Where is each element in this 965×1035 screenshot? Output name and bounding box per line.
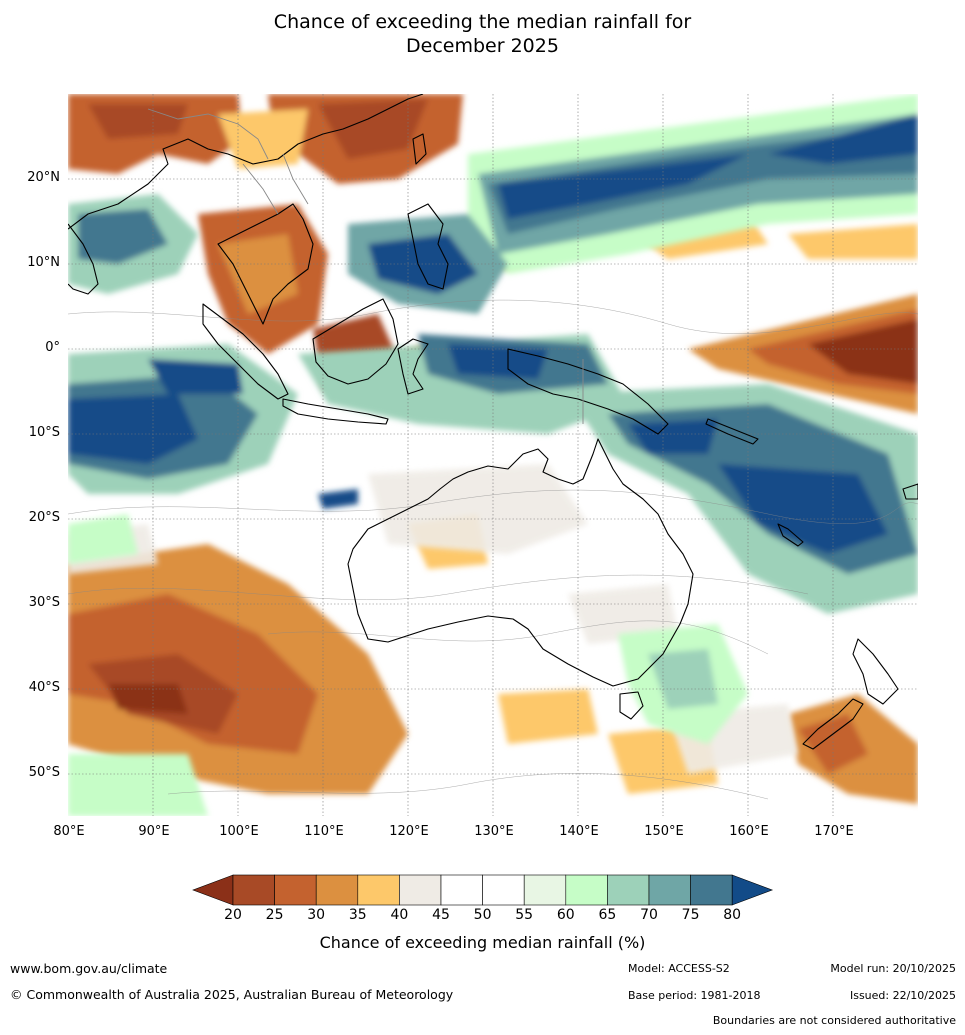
footer-model-run: Model run: 20/10/2025 [830,962,956,975]
legend-tick-75: 75 [681,907,700,923]
coast-asia-mainland [68,94,424,230]
coast-indochina [217,203,314,325]
legend-tick-55: 55 [515,907,534,923]
colorbar-bin-65 [607,874,650,906]
footer-base-period: Base period: 1981-2018 [628,989,761,1002]
legend-tick-20: 20 [224,907,242,923]
coast-solomons [705,418,759,445]
graticule [68,94,918,816]
lat-label-10s: 10°S [28,425,60,440]
footer-disclaimer: Boundaries are not considered authoritat… [712,1014,956,1027]
legend-title: Chance of exceeding median rainfall (%) [319,933,646,952]
colorbar-bin-50 [482,874,525,906]
coast-taiwan [412,133,427,165]
lon-label-130e: 130°E [474,824,514,839]
wet-regions [68,94,918,816]
legend-tick-65: 65 [598,907,617,923]
footer-issued: Issued: 22/10/2025 [849,989,956,1002]
colorbar-bin-70 [648,874,691,906]
lon-label-160e: 160°E [729,824,769,839]
lat-label-10n: 10°N [27,255,60,270]
coast-new-guinea [507,348,669,435]
colorbar-bin-60 [565,874,608,906]
legend-tick-45: 45 [432,907,450,923]
lat-label-50s: 50°S [28,765,60,780]
legend-tick-50: 50 [473,907,492,923]
coast-australia [347,438,694,687]
coast-india [68,223,99,295]
colorbar-bin-45 [440,874,483,906]
lon-label-140e: 140°E [559,824,599,839]
lat-label-30s: 30°S [28,595,60,610]
coast-tasmania [619,691,644,720]
lon-label-120e: 120°E [389,824,429,839]
title-line-2: December 2025 [406,35,559,57]
colorbar-bin-35 [357,874,400,906]
lon-label-100e: 100°E [219,824,259,839]
footer-website: www.bom.gov.au/climate [10,961,168,976]
colorbar-arrow-low [192,874,234,906]
country-borders [147,108,584,424]
coastlines [68,94,918,750]
coast-borneo [312,298,399,385]
coast-sulawesi [397,338,429,395]
legend-tick-25: 25 [265,907,284,923]
colorbar-bin-75 [690,874,733,906]
footer-copyright: © Commonwealth of Australia 2025, Austra… [10,987,454,1002]
lat-label-0: 0° [45,340,60,355]
coast-philippines [407,203,449,290]
colorbar-bin-30 [315,874,359,906]
contour-lines [68,299,918,800]
legend-tick-70: 70 [640,907,658,923]
colorbar-swatches [192,874,774,906]
legend-tick-35: 35 [348,907,367,923]
coast-new-zealand-north [852,638,899,705]
colorbar-arrow-high [731,874,774,906]
colorbar-bin-55 [523,874,567,906]
rainfall-map [68,94,918,816]
lon-label-110e: 110°E [304,824,344,839]
lon-label-150e: 150°E [644,824,684,839]
colorbar-bin-40 [399,874,442,906]
lat-label-40s: 40°S [28,680,60,695]
coast-sumatra [202,303,289,400]
lat-label-20s: 20°S [28,510,60,525]
coast-java [282,398,389,425]
coast-fiji [902,483,918,500]
title-line-1: Chance of exceeding the median rainfall … [273,11,692,33]
colorbar-bin-20 [232,874,275,906]
legend-tick-80: 80 [723,907,742,923]
coast-new-caledonia [777,523,804,547]
coast-new-zealand-south [802,698,864,750]
lon-label-170e: 170°E [814,824,854,839]
map-title: Chance of exceeding the median rainfall … [0,10,965,58]
lat-label-20n: 20°N [27,170,60,185]
colorbar-bin-25 [274,874,317,906]
lon-label-90e: 90°E [138,824,170,839]
footer-model: Model: ACCESS-S2 [628,962,730,975]
legend-tick-40: 40 [390,907,409,923]
lon-label-80e: 80°E [53,824,85,839]
legend-tick-30: 30 [307,907,326,923]
legend-tick-60: 60 [556,907,575,923]
